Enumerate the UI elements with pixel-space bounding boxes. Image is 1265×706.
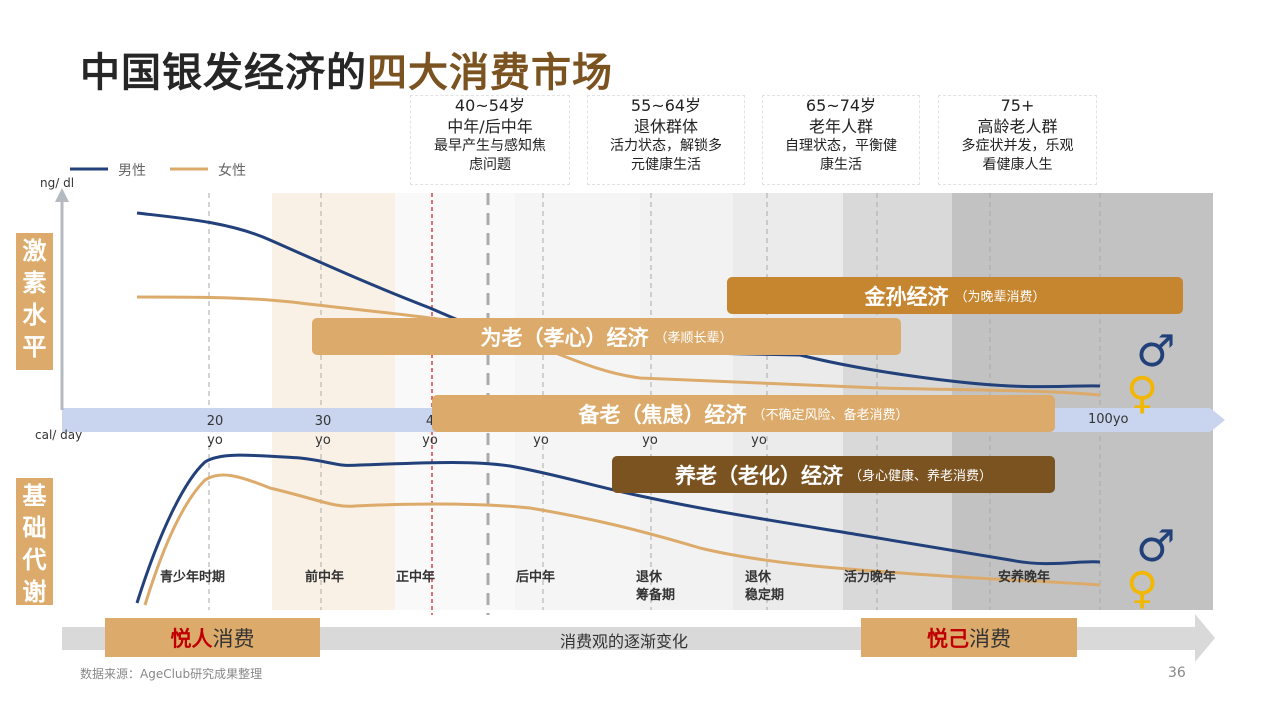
stage-line: 稳定期	[745, 588, 785, 603]
tick-unit: yo	[315, 433, 331, 448]
consumption-text: 消费	[212, 626, 255, 651]
age-group-desc: 多症状并发，乐观	[961, 138, 1074, 154]
age-group-card: 55~64岁 退休群体活力状态，解锁多 元健康生活	[587, 95, 745, 185]
stage-label: 后中年	[516, 570, 556, 585]
tick-unit: yo	[642, 433, 658, 448]
title-highlight: 四大消费市场	[367, 50, 613, 96]
market-note: （不确定风险、备老消费）	[752, 408, 909, 423]
tick-num: 30	[314, 414, 332, 429]
x-axis-unit: cal/ day	[35, 428, 83, 442]
page-title: 中国银发经济的四大消费市场	[80, 40, 613, 98]
x-tick: 4 yo	[410, 412, 450, 450]
market-note: （为晚辈消费）	[954, 290, 1046, 305]
legend-male: 男性	[118, 163, 146, 179]
stage-label: 安养晚年	[998, 570, 1051, 585]
age-range: 40~54岁	[454, 96, 526, 115]
elderly-care-economy-bar: 养老（老化）经济 （身心健康、养老消费）	[612, 456, 1055, 493]
market-note: （身心健康、养老消费）	[848, 469, 992, 484]
market-note: （孝顺长辈）	[654, 331, 733, 346]
market-name: 为老（孝心）经济	[480, 325, 649, 350]
hormone-level-label: 激素水平	[16, 233, 53, 370]
legend-female: 女性	[218, 163, 246, 179]
tick-unit: yo	[751, 433, 767, 448]
tick-unit: yo	[533, 433, 549, 448]
filial-economy-bar: 为老（孝心）经济 （孝顺长辈）	[312, 318, 901, 355]
market-name: 养老（老化）经济	[674, 463, 843, 488]
grandchild-economy-bar: 金孙经济 （为晚辈消费）	[727, 277, 1183, 314]
tick-unit: yo	[207, 433, 223, 448]
age-group-name: 退休群体	[633, 117, 698, 136]
female-symbol-icon: ♀	[1126, 368, 1159, 419]
x-tick: yo	[739, 431, 779, 450]
stage-line: 退休	[745, 570, 772, 585]
stage-label: 退休 筹备期	[636, 569, 675, 605]
age-group-card: 40~54岁 中年/后中年 最早产生与感知焦 虑问题	[410, 95, 570, 185]
tick-unit: yo	[422, 433, 438, 448]
market-name: 备老（焦虑）经济	[578, 402, 747, 427]
market-name: 金孙经济	[864, 284, 949, 309]
age-group-name: 中年/后中年	[447, 117, 533, 136]
basal-metabolism-label: 基础代谢	[16, 478, 53, 606]
age-range: 55~64岁	[630, 96, 702, 115]
title-part1: 中国银发经济的	[80, 50, 367, 96]
stage-line: 退休	[636, 570, 663, 585]
stage-label: 正中年	[396, 570, 436, 585]
age-group-desc: 看健康人生	[982, 157, 1053, 173]
consumption-shift-label: 消费观的逐渐变化	[560, 632, 689, 651]
stage-label: 退休 稳定期	[745, 569, 784, 605]
female-symbol-icon: ♀	[1126, 563, 1159, 614]
age-group-desc: 最早产生与感知焦	[434, 138, 546, 154]
stage-label: 活力晚年	[844, 570, 897, 585]
page-number: 36	[1168, 665, 1186, 681]
please-self-consumption: 悦己 消费	[861, 618, 1077, 657]
male-metabolism-curve	[135, 453, 1101, 604]
age-group-card: 65~74岁 老年人群自理状态，平衡健 康生活	[762, 95, 920, 185]
pre-aging-economy-bar: 备老（焦虑）经济 （不确定风险、备老消费）	[432, 395, 1055, 432]
x-tick-end: 100yo	[1088, 412, 1129, 427]
age-group-desc: 活力状态，解锁多	[610, 138, 722, 154]
male-symbol-icon: ♂	[1136, 521, 1176, 572]
age-group-name: 老年人群	[808, 117, 873, 136]
consumption-text: 消费	[969, 626, 1011, 651]
please-others-consumption: 悦人 消费	[105, 618, 320, 657]
data-source: 数据来源：AgeClub研究成果整理	[80, 667, 263, 681]
tick-num: 20	[206, 414, 224, 429]
age-range: 65~74岁	[805, 96, 877, 115]
x-tick: 30 yo	[303, 412, 343, 450]
stage-label: 青少年时期	[160, 570, 226, 585]
stage-label: 前中年	[305, 570, 345, 585]
highlight-text: 悦人	[170, 626, 213, 651]
age-group-desc: 元健康生活	[631, 157, 701, 173]
y-axis-unit: ng/ dl	[40, 176, 75, 190]
tick-num: 4	[425, 414, 435, 429]
age-group-desc: 虑问题	[469, 157, 511, 173]
age-range: 75+	[1000, 96, 1035, 115]
highlight-text: 悦己	[927, 626, 969, 651]
male-symbol-icon: ♂	[1136, 326, 1176, 377]
age-group-card: 75+ 高龄老人群多症状并发，乐观 看健康人生	[938, 95, 1097, 185]
age-group-desc: 自理状态，平衡健	[785, 138, 897, 154]
x-tick: yo	[521, 431, 561, 450]
female-hormone-curve	[136, 295, 1101, 397]
female-metabolism-curve	[143, 473, 1101, 606]
age-group-name: 高龄老人群	[977, 117, 1058, 136]
x-tick: yo	[630, 431, 670, 450]
x-tick: 20 yo	[195, 412, 235, 450]
age-group-desc: 康生活	[820, 157, 862, 173]
stage-line: 筹备期	[636, 588, 676, 603]
